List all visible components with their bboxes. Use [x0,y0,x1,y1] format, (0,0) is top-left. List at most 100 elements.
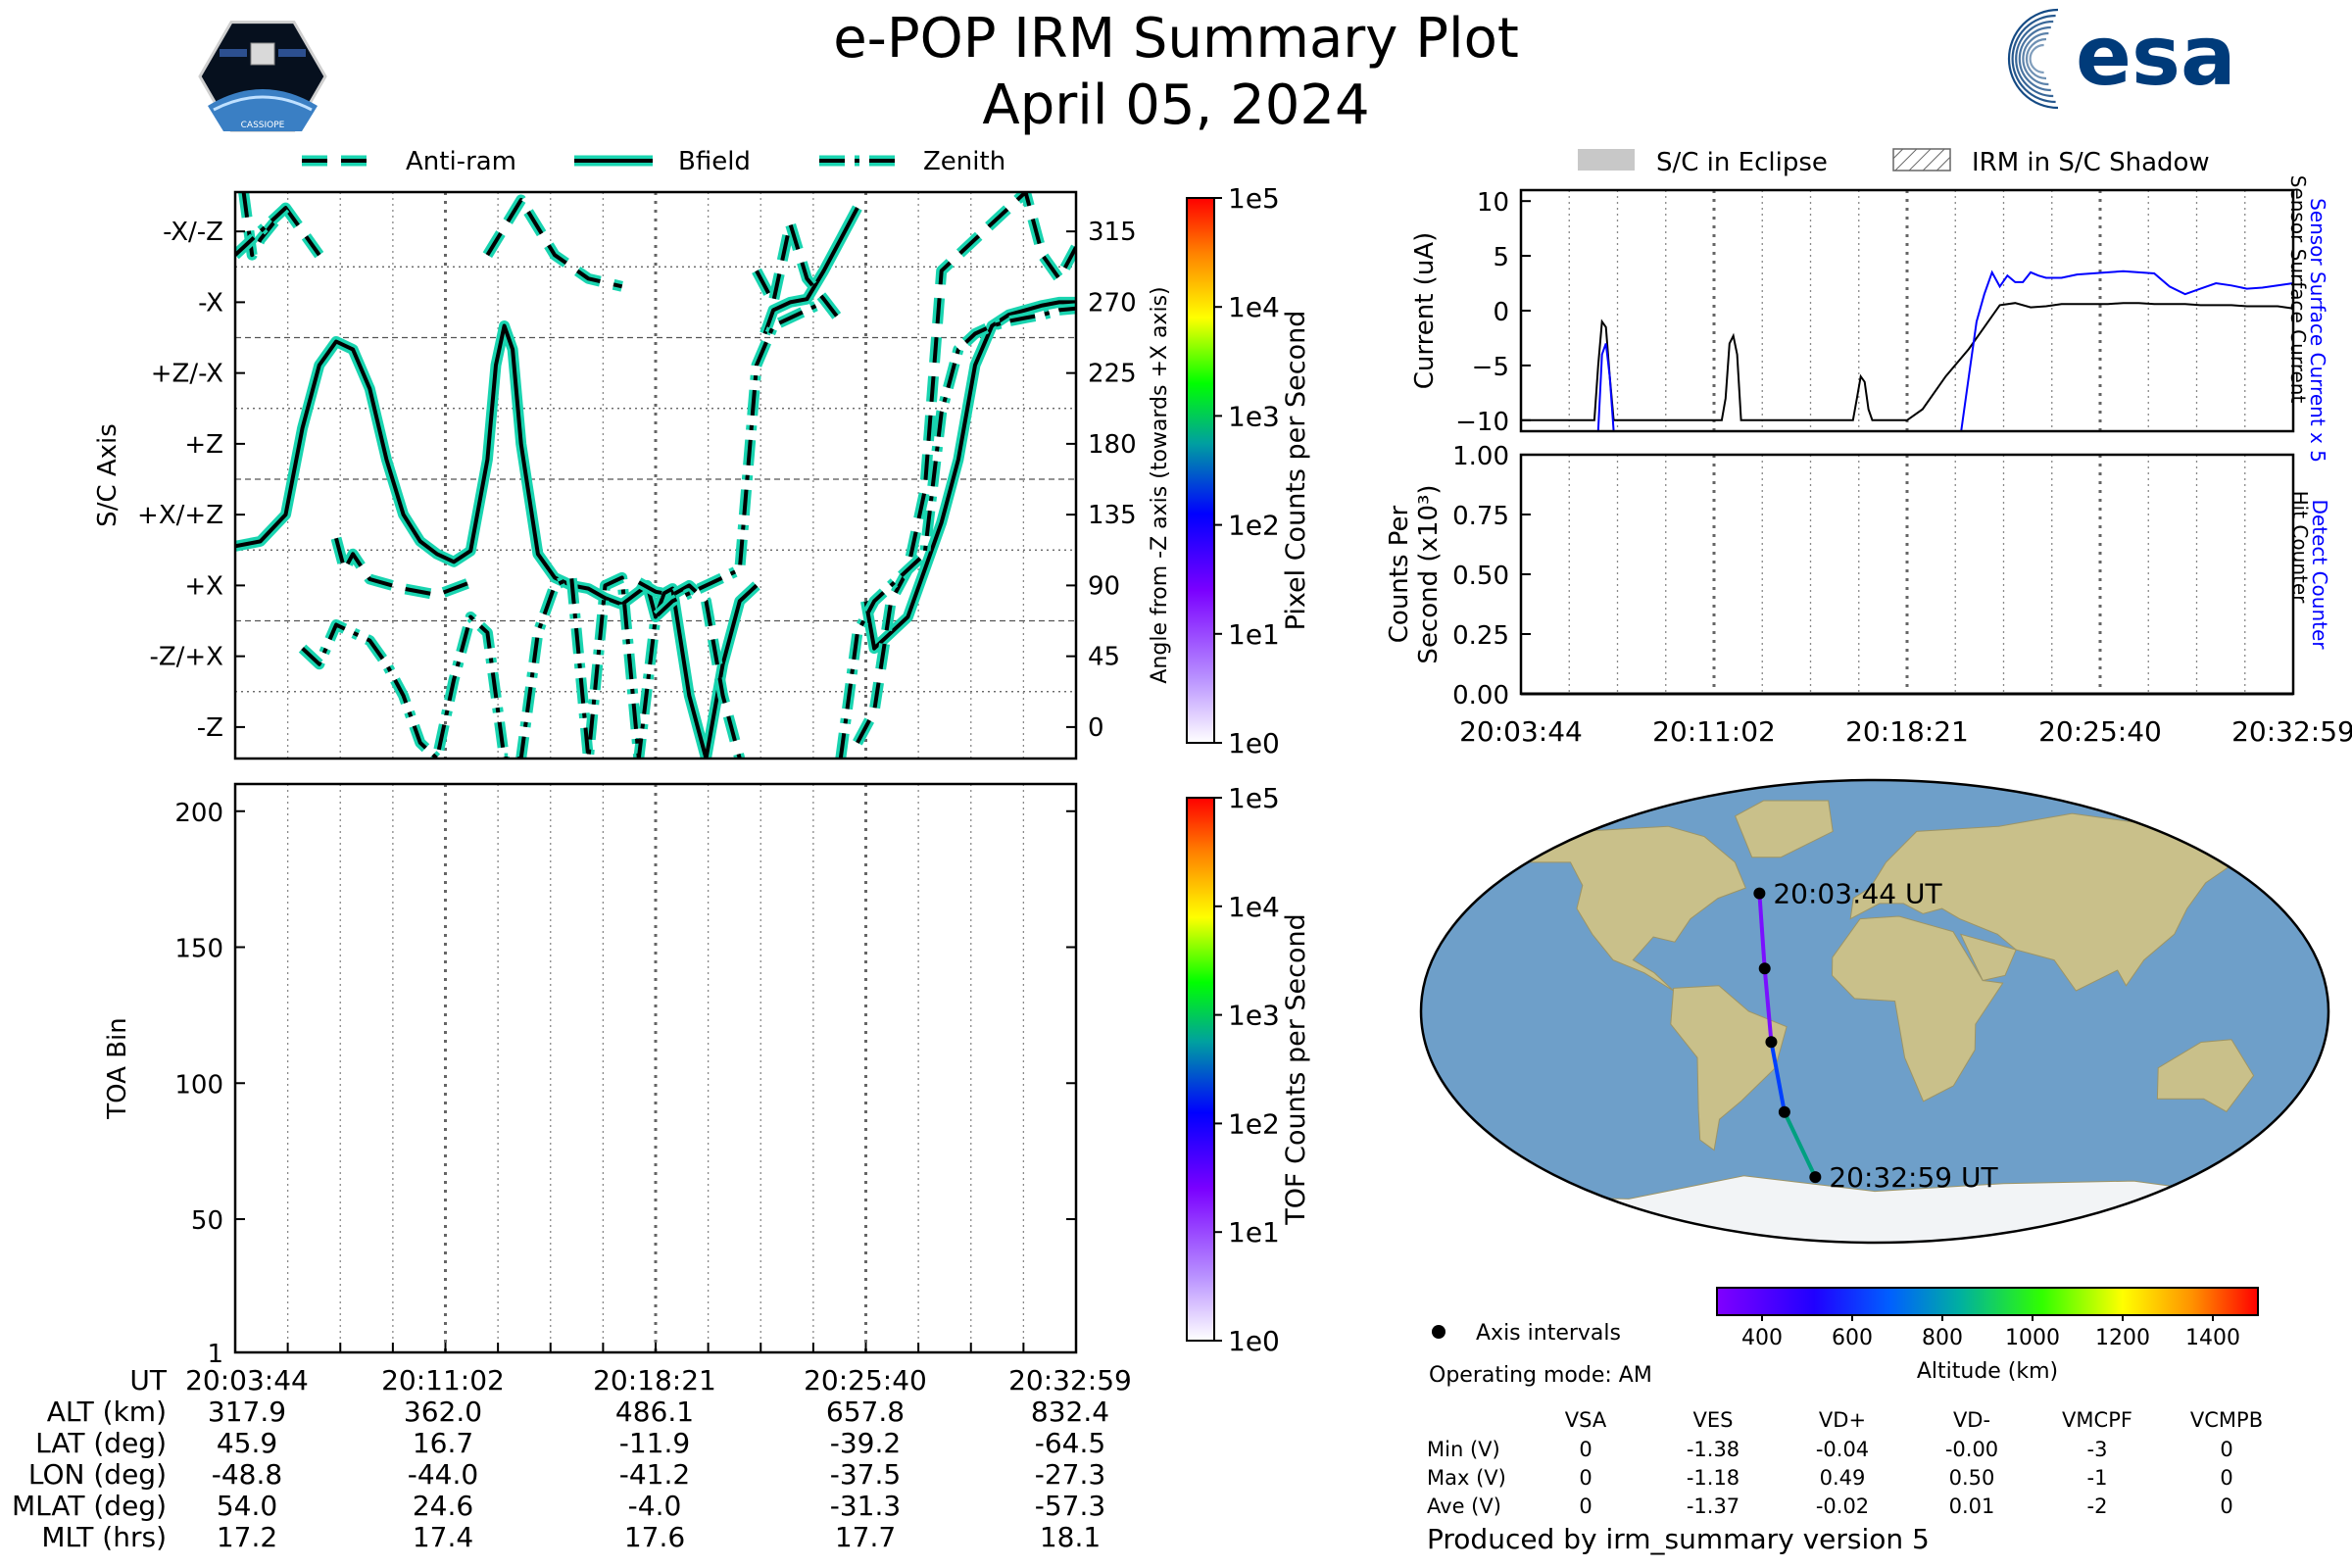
satellite-body [250,42,275,66]
voltage-column-header: VCMPB [2190,1408,2263,1432]
ephemeris-cell: 24.6 [413,1490,473,1522]
voltage-cell: 0 [1579,1466,1592,1490]
voltage-cell: 0.49 [1820,1466,1866,1490]
orbit-track-segment [1783,1110,1818,1178]
toa-ytick-label: 150 [174,935,223,964]
logo-arc [2029,43,2044,74]
attitude-axis-tick-label: +Z/-X [151,360,223,389]
voltage-summary: Operating mode: AM VSA VES VD+ VD- VMCPF VCMPB… [1427,1363,2263,1555]
page-title: e-POP IRM Summary Plot [833,7,1519,71]
tof-colorbar-bar [1186,797,1215,1342]
pixel-colorbar-label: Pixel Counts per Second [1281,311,1311,631]
pixel-colorbar-tick-label: 1e3 [1228,400,1280,432]
counts-ytick-label: 1.00 [1452,442,1509,471]
voltage-column-header: VD+ [1819,1408,1866,1432]
ephemeris-cell: 54.0 [217,1490,277,1522]
ephemeris-row-label: MLT (hrs) [41,1521,167,1553]
ephemeris-cell: 17.6 [624,1521,685,1553]
counts-panel: 0.00 0.25 0.50 0.75 1.00 20:03:44 20:11:02 20:1… [1385,442,2352,748]
logo-arc [2011,14,2056,104]
tof-colorbar: 1e0 1e1 1e2 1e3 1e4 1e5 TOF Counts per Second [1186,782,1311,1357]
counts-xtick-label: 20:03:44 [1459,715,1583,748]
voltage-cell: 0 [2220,1438,2232,1461]
ephemeris-row-label: MLAT (deg) [12,1490,167,1522]
counts-right-label-blue: Detect Counter [2308,500,2331,651]
current-right-label-black: Sensor Surface Current [2286,175,2310,404]
ephemeris-cell: 20:32:59 [1008,1364,1132,1396]
logo-caption: CASSIOPE [241,121,285,130]
ephemeris-row-label: UT [129,1364,167,1396]
antiram-series-line [241,192,1076,759]
orbit-interval-point [1778,1105,1790,1118]
counts-ylabel-line2: Second (x10³) [1414,484,1444,663]
tof-colorbar-tick-label: 1e1 [1228,1216,1280,1249]
toa-ylabel: TOA Bin [103,1017,132,1119]
ephemeris-cell: 657.8 [826,1396,905,1428]
voltage-cell: -1.18 [1687,1466,1740,1490]
pixel-colorbar-tick-label: 1e1 [1228,618,1280,651]
attitude-axis-tick-label: -Z [197,713,223,743]
ephemeris-cell: -27.3 [1035,1458,1105,1491]
ephemeris-cell: 317.9 [208,1396,286,1428]
landmass-north-america [1513,825,1746,992]
solar-panel-left [220,49,247,57]
voltage-row-label: Max (V) [1427,1466,1506,1490]
orbit-interval-point [1753,887,1766,900]
pixel-colorbar-tick-label: 1e2 [1228,510,1280,542]
ephemeris-cell: -64.5 [1035,1427,1105,1459]
map-frame [1419,778,2330,1245]
attitude-angle-tick-label: 225 [1088,360,1137,389]
attitude-frame [233,190,1078,760]
ephemeris-cell: -41.2 [619,1458,690,1491]
ephemeris-cell: -57.3 [1035,1490,1105,1522]
pixel-colorbar-bar [1186,197,1215,744]
toa-ytick-label: 100 [174,1070,223,1100]
ephemeris-cell: 45.9 [217,1427,277,1459]
counts-plot-area [1521,455,2293,694]
ephemeris-cell: 16.7 [413,1427,473,1459]
attitude-axis-tick-label: +Z [184,430,223,460]
tof-colorbar-tick-label: 1e0 [1228,1325,1280,1357]
legend-entry-label: Anti-ram [406,147,516,176]
current-ytick-label: 0 [1493,298,1509,327]
voltage-column-header: VD- [1953,1408,1990,1432]
voltage-cell: -2 [2087,1494,2108,1518]
attitude-angle-tick-label: 315 [1088,218,1137,247]
ephemeris-cell: -31.3 [830,1490,901,1522]
orbit-interval-point [1765,1036,1778,1049]
tof-colorbar-tick-label: 1e2 [1228,1107,1280,1140]
voltage-cell: -0.04 [1816,1438,1869,1461]
esa-logo: esa [2007,8,2236,110]
ephemeris-cell: -39.2 [830,1427,901,1459]
counts-ytick-label: 0.50 [1452,562,1509,591]
tof-colorbar-label: TOF Counts per Second [1281,913,1311,1226]
voltage-column-header: VES [1693,1408,1734,1432]
current-right-label-blue: Sensor Surface Current x 5 [2306,198,2329,463]
ephemeris-cell: -4.0 [628,1490,682,1522]
attitude-panel: -X/-Z 315 -X 270 +Z/-X 225 +Z 180 +X/+Z 135 +X 90 -Z… [93,147,1172,760]
attitude-legend: Anti-ram Bfield Zenith [302,147,1005,176]
ephemeris-cell: 20:18:21 [593,1364,716,1396]
ephemeris-row-label: LAT (deg) [35,1427,167,1459]
ephemeris-cell: 20:11:02 [381,1364,505,1396]
voltage-cell: -1 [2087,1466,2108,1490]
ephemeris-table: UT 20:03:44 20:11:02 20:18:21 20:25:40 20:32:… [12,1364,1132,1553]
landmass-south-america [1670,985,1788,1152]
axis-intervals-legend-marker [1432,1325,1446,1339]
voltage-cell: 0 [1579,1494,1592,1518]
esa-wordmark: esa [2076,8,2236,104]
attitude-axis-tick-label: +X/+Z [137,501,223,530]
pixel-colorbar-tick-label: 1e5 [1228,182,1280,215]
legend-entry-label: Bfield [678,147,751,176]
ephemeris-cell: 17.7 [835,1521,896,1553]
landmass-greenland [1734,800,1834,858]
counts-ytick-label: 0.75 [1452,502,1509,531]
ephemeris-cell: -48.8 [212,1458,282,1491]
altitude-colorbar [1716,1287,2259,1316]
solar-panel-right [278,49,306,57]
counts-xtick-label: 20:25:40 [2038,715,2162,748]
track-end-label: 20:32:59 UT [1829,1161,1998,1194]
pixel-colorbar-tick-label: 1e0 [1228,727,1280,760]
voltage-cell: -0.02 [1816,1494,1869,1518]
tof-colorbar-tick-label: 1e4 [1228,891,1280,923]
